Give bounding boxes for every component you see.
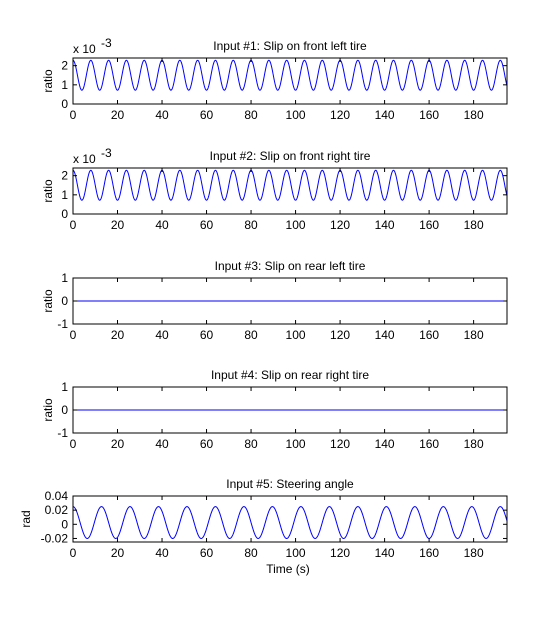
subplot-title: Input #5: Steering angle bbox=[226, 477, 354, 491]
y-tick-label: 1 bbox=[61, 380, 68, 394]
x-tick-label: 0 bbox=[70, 218, 77, 232]
subplot-1: 0 20 40 60 80 100 120 140 160 180 0 1 2 Input #1: Sli… bbox=[41, 36, 508, 122]
x-tick-label: 180 bbox=[464, 218, 484, 232]
x-tick-label: 180 bbox=[464, 108, 484, 122]
x-tick-label: 60 bbox=[200, 546, 214, 560]
x-tick-label: 80 bbox=[244, 218, 258, 232]
y-axis-label: ratio bbox=[41, 289, 55, 313]
x-tick-label: 80 bbox=[244, 108, 258, 122]
x-tick-label: 20 bbox=[111, 328, 125, 342]
x-tick-label: 140 bbox=[375, 328, 395, 342]
y-axis-label: ratio bbox=[41, 69, 55, 93]
series-line bbox=[72, 169, 508, 201]
y-tick-label: -1 bbox=[57, 426, 68, 440]
y-tick-label: -1 bbox=[57, 317, 68, 331]
x-tick-label: 80 bbox=[244, 437, 258, 451]
subplot-5: 0 20 40 60 80 100 120 140 160 180-0.0200.020.04In… bbox=[19, 477, 508, 576]
subplot-2: 0 20 40 60 80 100 120 140 160 180 0 1 2 Input #2: Sli… bbox=[41, 146, 508, 232]
x-tick-label: 20 bbox=[111, 546, 125, 560]
x-tick-label: 60 bbox=[200, 108, 214, 122]
y-tick-label: 1 bbox=[61, 271, 68, 285]
y-tick-label: 2 bbox=[61, 169, 68, 183]
x-tick-label: 100 bbox=[286, 546, 306, 560]
x-tick-label: 160 bbox=[419, 437, 439, 451]
series-line bbox=[72, 59, 508, 91]
x-tick-label: 0 bbox=[70, 437, 77, 451]
x-axis-label: Time (s) bbox=[266, 562, 310, 576]
x-tick-label: 20 bbox=[111, 218, 125, 232]
axes-box bbox=[72, 57, 508, 105]
y-tick-label: 0.04 bbox=[45, 489, 69, 503]
x-tick-label: 40 bbox=[155, 437, 169, 451]
x-tick-label: 40 bbox=[155, 328, 169, 342]
subplot-title: Input #1: Slip on front left tire bbox=[213, 39, 367, 53]
axes-box bbox=[72, 167, 508, 215]
x-tick-label: 140 bbox=[375, 218, 395, 232]
x-tick-label: 40 bbox=[155, 108, 169, 122]
exponent-label: x 10 bbox=[73, 42, 96, 56]
x-tick-label: 160 bbox=[419, 218, 439, 232]
x-tick-label: 120 bbox=[330, 328, 350, 342]
y-tick-label: 1 bbox=[61, 188, 68, 202]
x-tick-label: 0 bbox=[70, 328, 77, 342]
y-axis-label: rad bbox=[19, 510, 33, 527]
y-tick-label: 0 bbox=[61, 517, 68, 531]
y-tick-label: 0 bbox=[61, 97, 68, 111]
y-axis-label: ratio bbox=[41, 398, 55, 422]
x-tick-label: 120 bbox=[330, 108, 350, 122]
exponent-power: -3 bbox=[101, 36, 112, 50]
x-tick-label: 20 bbox=[111, 108, 125, 122]
x-tick-label: 140 bbox=[375, 108, 395, 122]
y-tick-label: 0.02 bbox=[45, 503, 69, 517]
exponent-power: -3 bbox=[101, 146, 112, 160]
x-tick-label: 160 bbox=[419, 546, 439, 560]
series-line bbox=[72, 506, 508, 539]
x-tick-label: 100 bbox=[286, 437, 306, 451]
x-tick-label: 0 bbox=[70, 108, 77, 122]
x-tick-label: 0 bbox=[70, 546, 77, 560]
x-tick-label: 60 bbox=[200, 328, 214, 342]
x-tick-label: 180 bbox=[464, 328, 484, 342]
x-tick-label: 60 bbox=[200, 437, 214, 451]
x-tick-label: 140 bbox=[375, 546, 395, 560]
x-tick-label: 100 bbox=[286, 108, 306, 122]
x-tick-label: 160 bbox=[419, 328, 439, 342]
x-tick-label: 120 bbox=[330, 437, 350, 451]
x-tick-label: 140 bbox=[375, 437, 395, 451]
x-tick-label: 120 bbox=[330, 546, 350, 560]
x-tick-label: 100 bbox=[286, 328, 306, 342]
y-tick-label: -0.02 bbox=[41, 531, 69, 545]
exponent-label: x 10 bbox=[73, 152, 96, 166]
subplot-title: Input #2: Slip on front right tire bbox=[210, 149, 371, 163]
x-tick-label: 180 bbox=[464, 546, 484, 560]
y-tick-label: 2 bbox=[61, 59, 68, 73]
x-tick-label: 40 bbox=[155, 546, 169, 560]
y-axis-label: ratio bbox=[41, 179, 55, 203]
x-tick-label: 80 bbox=[244, 328, 258, 342]
subplot-title: Input #4: Slip on rear right tire bbox=[211, 368, 369, 382]
subplot-title: Input #3: Slip on rear left tire bbox=[215, 259, 366, 273]
y-tick-label: 0 bbox=[61, 207, 68, 221]
x-tick-label: 160 bbox=[419, 108, 439, 122]
y-tick-label: 0 bbox=[61, 403, 68, 417]
x-tick-label: 80 bbox=[244, 546, 258, 560]
x-tick-label: 120 bbox=[330, 218, 350, 232]
y-tick-label: 0 bbox=[61, 294, 68, 308]
x-tick-label: 60 bbox=[200, 218, 214, 232]
x-tick-label: 20 bbox=[111, 437, 125, 451]
x-tick-label: 180 bbox=[464, 437, 484, 451]
x-tick-label: 40 bbox=[155, 218, 169, 232]
y-tick-label: 1 bbox=[61, 78, 68, 92]
axes-box bbox=[72, 495, 508, 543]
x-tick-label: 100 bbox=[286, 218, 306, 232]
